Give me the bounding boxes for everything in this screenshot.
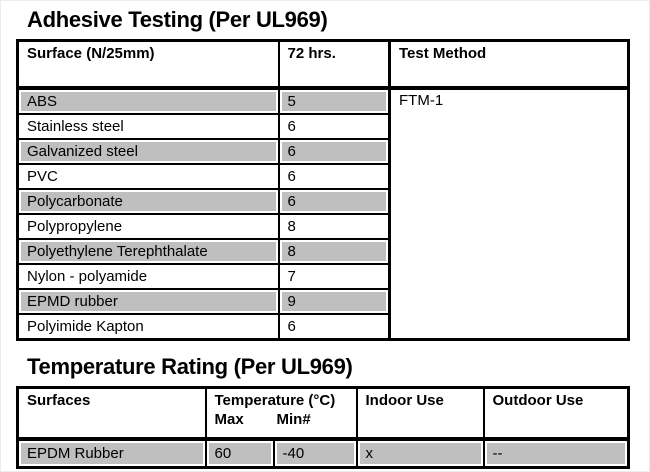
value-cell: 8: [277, 213, 391, 240]
table-row-epmd-rubber: EPMD rubber 9: [16, 288, 629, 315]
col-header-outdoor-use: Outdoor Use: [482, 386, 630, 441]
col-header-surfaces: Surfaces: [16, 386, 207, 441]
adhesive-testing-title: Adhesive Testing (Per UL969): [27, 7, 328, 32]
surface-cell: Polypropylene: [16, 213, 280, 240]
surface-cell: EPMD rubber: [16, 288, 280, 315]
surface-cell: EPDM Rubber: [16, 438, 207, 469]
min-temp-cell: -40: [272, 438, 358, 469]
temperature-subheaders: Max Min#: [214, 411, 355, 428]
temperature-unit-label: Temperature (°C): [214, 392, 336, 409]
col-header-indoor-use: Indoor Use: [355, 386, 485, 441]
surface-cell: Polycarbonate: [16, 188, 280, 215]
table-row-polypropylene: Polypropylene 8: [16, 213, 629, 240]
surface-cell: Nylon - polyamide: [16, 263, 280, 290]
surface-cell: ABS: [16, 87, 280, 115]
surface-cell: Galvanized steel: [16, 138, 280, 165]
value-cell: 5: [277, 87, 391, 115]
temperature-rating-table: Surfaces Temperature (°C) Max Min# Indoo…: [16, 386, 630, 469]
table-row-nylon-polyamide: Nylon - polyamide 7: [16, 263, 629, 290]
table-row-pvc: PVC 6: [16, 163, 629, 190]
adhesive-testing-table: Surface (N/25mm) 72 hrs. Test Method ABS…: [16, 39, 630, 341]
temperature-header-row: Surfaces Temperature (°C) Max Min# Indoo…: [16, 386, 630, 441]
table-row-abs: ABS 5 FTM-1: [16, 87, 630, 341]
col-header-temperature: Temperature (°C) Max Min#: [204, 386, 358, 441]
surface-cell: Stainless steel: [16, 113, 280, 140]
table-row-stainless-steel: Stainless steel 6: [16, 113, 629, 140]
value-cell: 6: [277, 188, 391, 215]
table-row-galvanized-steel: Galvanized steel 6: [16, 138, 629, 165]
surface-cell: Polyimide Kapton: [16, 313, 280, 341]
col-header-min: Min#: [276, 411, 311, 428]
col-header-max: Max: [214, 411, 244, 428]
outdoor-use-cell: --: [482, 438, 630, 469]
table-row-polycarbonate: Polycarbonate 6: [16, 188, 629, 215]
value-cell: 6: [277, 138, 391, 165]
col-header-72hrs: 72 hrs.: [277, 39, 391, 90]
col-header-surface: Surface (N/25mm): [16, 39, 280, 90]
surface-cell: Polyethylene Terephthalate: [16, 238, 280, 265]
surface-cell: PVC: [16, 163, 280, 190]
value-cell: 6: [277, 313, 391, 341]
value-cell: 6: [277, 163, 391, 190]
value-cell: 7: [277, 263, 391, 290]
table-row-polyethylene-terephthalate: Polyethylene Terephthalate 8: [16, 238, 629, 265]
value-cell: 8: [277, 238, 391, 265]
value-cell: 9: [277, 288, 391, 315]
value-cell: 6: [277, 113, 391, 140]
indoor-use-cell: x: [355, 438, 485, 469]
temperature-rating-title: Temperature Rating (Per UL969): [27, 354, 353, 379]
max-temp-cell: 60: [204, 438, 275, 469]
table-row-polyimide-kapton: Polyimide Kapton 6: [16, 313, 629, 341]
adhesive-header-row: Surface (N/25mm) 72 hrs. Test Method: [16, 39, 630, 90]
col-header-test-method: Test Method: [388, 39, 630, 90]
table-row-epdm-rubber: EPDM Rubber 60 -40 x --: [16, 438, 630, 469]
test-method-cell: FTM-1: [388, 87, 630, 341]
